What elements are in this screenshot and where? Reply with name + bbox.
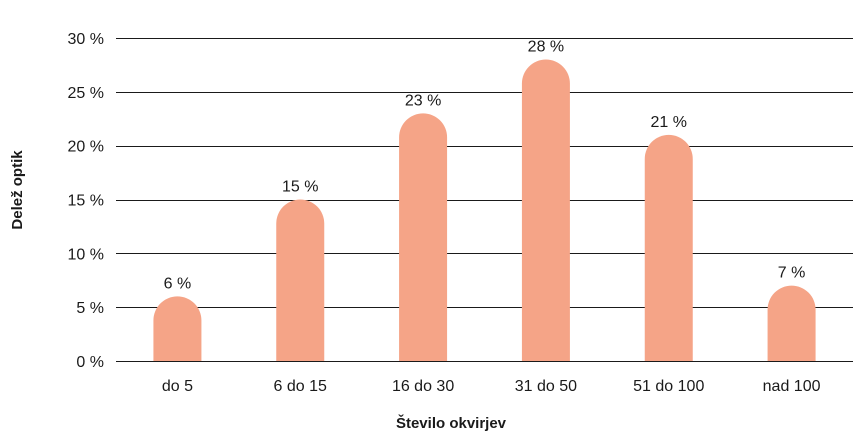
x-tick-label: 6 do 15: [274, 378, 327, 395]
x-axis-title: Število okvirjev: [396, 414, 507, 432]
bar: [521, 59, 570, 362]
data-label: 23 %: [405, 92, 441, 109]
data-label: 15 %: [282, 179, 318, 196]
y-tick-label: 15 %: [68, 193, 104, 210]
bar: [644, 134, 693, 361]
bar: [153, 296, 202, 361]
x-tick-label: nad 100: [763, 378, 821, 395]
x-tick-label: do 5: [162, 378, 193, 395]
y-tick-label: 20 %: [68, 139, 104, 156]
x-tick-label: 16 do 30: [392, 378, 454, 395]
data-label: 6 %: [164, 275, 192, 292]
bars: [153, 59, 816, 362]
bar: [767, 285, 816, 361]
x-tick-label: 51 do 100: [633, 378, 704, 395]
y-tick-label: 30 %: [68, 31, 104, 48]
y-tick-label: 10 %: [68, 246, 104, 263]
data-labels: 6 % 15 % 23 % 28 % 21 % 7 %: [164, 39, 806, 293]
y-tick-label: 5 %: [76, 300, 104, 317]
y-axis-ticks: 0 % 5 % 10 % 15 % 20 % 25 % 30 %: [68, 31, 104, 371]
bar: [399, 113, 448, 361]
data-label: 7 %: [778, 265, 806, 282]
bar: [276, 199, 325, 361]
y-tick-label: 0 %: [76, 354, 104, 371]
y-tick-label: 25 %: [68, 85, 104, 102]
gridlines: [116, 38, 853, 362]
y-axis-title: Delež optik: [9, 150, 26, 230]
x-axis-ticks: do 5 6 do 15 16 do 30 31 do 50 51 do 100 nad …: [162, 378, 821, 395]
data-label: 21 %: [651, 114, 687, 131]
x-tick-label: 31 do 50: [515, 378, 577, 395]
data-label: 28 %: [528, 39, 564, 56]
